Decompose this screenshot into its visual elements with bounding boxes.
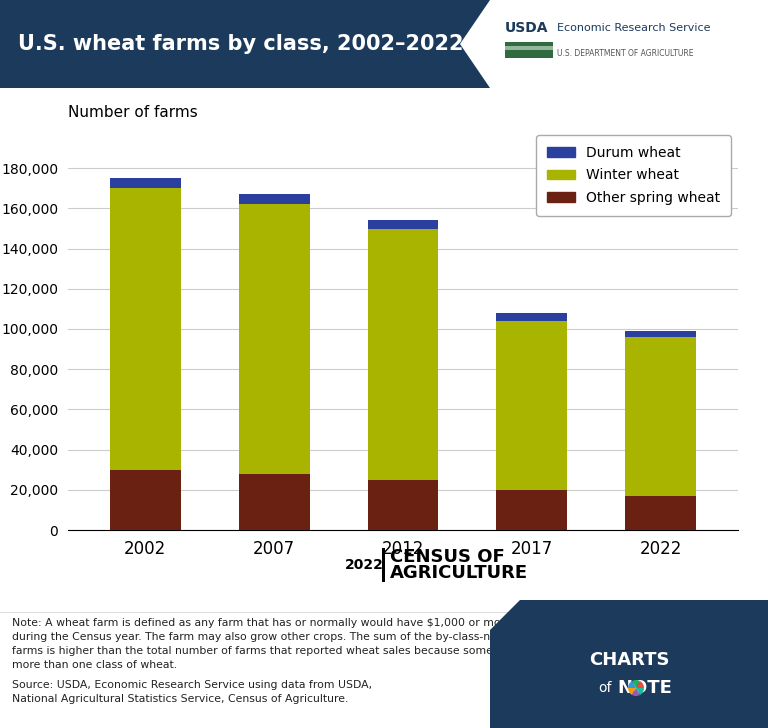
Bar	[368, 480, 439, 530]
Bar	[496, 321, 568, 490]
Bar	[368, 221, 439, 229]
Text: CHARTS: CHARTS	[589, 651, 669, 669]
Text: USDA: USDA	[505, 21, 548, 35]
Wedge shape	[632, 680, 640, 688]
Wedge shape	[636, 681, 644, 688]
Text: U.S. DEPARTMENT OF AGRICULTURE: U.S. DEPARTMENT OF AGRICULTURE	[557, 50, 694, 58]
Polygon shape	[460, 0, 768, 88]
Bar	[505, 46, 553, 50]
Bar	[239, 194, 310, 205]
Wedge shape	[628, 688, 636, 695]
Bar	[110, 470, 180, 530]
Text: Number of farms: Number of farms	[68, 105, 197, 120]
Bar	[239, 205, 310, 474]
Wedge shape	[632, 688, 640, 696]
Bar	[496, 313, 568, 321]
Bar	[505, 42, 553, 58]
Wedge shape	[628, 681, 636, 688]
Legend: Durum wheat, Winter wheat, Other spring wheat: Durum wheat, Winter wheat, Other spring …	[536, 135, 731, 215]
Bar	[625, 331, 696, 337]
Bar	[625, 337, 696, 496]
Bar	[110, 189, 180, 470]
Text: Source: USDA, Economic Research Service using data from USDA,
National Agricultu: Source: USDA, Economic Research Service …	[12, 680, 372, 704]
Text: Note: A wheat farm is defined as any farm that has or normally would have $1,000: Note: A wheat farm is defined as any far…	[12, 618, 593, 670]
Bar	[239, 474, 310, 530]
Text: 2022: 2022	[345, 558, 384, 572]
Text: NOTE: NOTE	[617, 679, 673, 697]
Text: Economic Research Service: Economic Research Service	[557, 23, 710, 33]
Text: of: of	[598, 681, 612, 695]
Bar	[625, 496, 696, 530]
Bar	[0, 612, 768, 613]
Bar	[368, 229, 439, 480]
Polygon shape	[490, 600, 768, 728]
Text: CENSUS OF
AGRICULTURE: CENSUS OF AGRICULTURE	[390, 547, 528, 582]
Wedge shape	[636, 688, 644, 695]
Text: U.S. wheat farms by class, 2002–2022: U.S. wheat farms by class, 2002–2022	[18, 34, 464, 54]
Bar	[382, 548, 385, 582]
Bar	[110, 178, 180, 189]
Bar	[496, 490, 568, 530]
